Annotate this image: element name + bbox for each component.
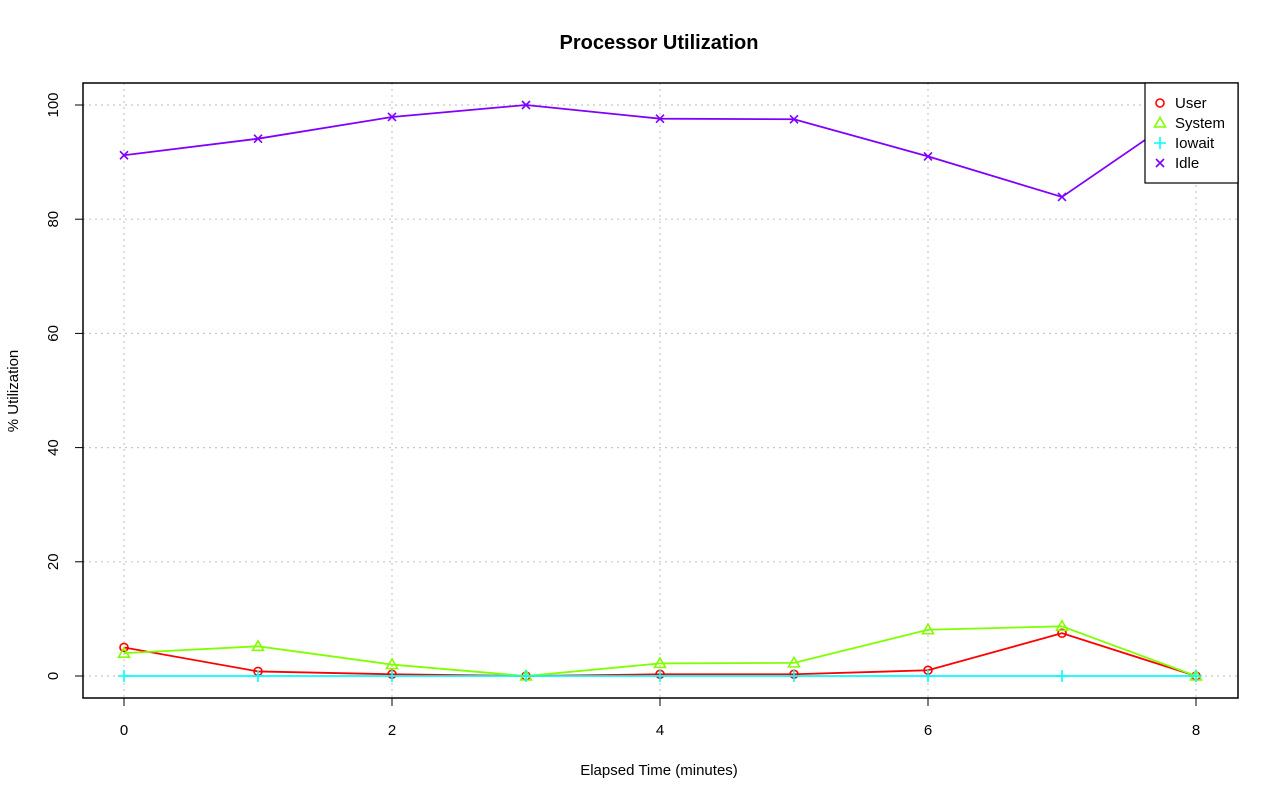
x-tick-label: 6 xyxy=(924,722,932,739)
data-point-system xyxy=(1055,619,1069,632)
data-point-system xyxy=(921,622,935,635)
data-point-iowait xyxy=(1190,670,1202,682)
legend-label-idle: Idle xyxy=(1175,155,1199,172)
legend-label-iowait: Iowait xyxy=(1175,135,1215,152)
data-point-user xyxy=(119,642,129,653)
data-point-system xyxy=(653,656,667,669)
data-point-system xyxy=(117,646,131,658)
legend-label-user: User xyxy=(1175,95,1207,112)
data-point-iowait xyxy=(252,670,264,682)
data-point-iowait xyxy=(118,670,130,682)
y-tick-label: 60 xyxy=(45,325,62,342)
data-point-idle xyxy=(119,150,129,160)
chart-title: Processor Utilization xyxy=(560,32,759,54)
data-point-idle xyxy=(655,114,665,124)
data-point-iowait xyxy=(788,670,800,682)
grid-lines xyxy=(83,83,1238,698)
data-point-system xyxy=(787,655,801,668)
y-tick-label: 20 xyxy=(45,553,62,570)
data-point-idle xyxy=(789,114,799,124)
series-layer xyxy=(117,100,1203,682)
data-point-idle xyxy=(923,151,933,161)
legend-marker-user xyxy=(1155,98,1165,108)
y-tick-label: 0 xyxy=(45,672,62,680)
x-tick-label: 0 xyxy=(120,722,128,739)
y-tick-label: 80 xyxy=(45,211,62,228)
data-point-iowait xyxy=(386,670,398,682)
legend: User System Iowait Idle xyxy=(1144,82,1239,184)
series-iowait xyxy=(118,670,1202,682)
legend-label-system: System xyxy=(1175,115,1225,132)
x-tick-label: 4 xyxy=(656,722,664,739)
legend-marker-iowait xyxy=(1154,137,1166,149)
series-line-system xyxy=(123,625,1197,677)
data-point-iowait xyxy=(520,670,532,682)
y-axis-label: % Utilization xyxy=(5,350,22,433)
legend-marker-idle xyxy=(1155,158,1165,168)
data-point-iowait xyxy=(654,670,666,682)
legend-marker-system xyxy=(1153,115,1167,128)
data-point-system xyxy=(385,657,399,670)
data-point-idle xyxy=(253,134,263,144)
y-tick-label: 40 xyxy=(45,439,62,456)
x-tick-label: 8 xyxy=(1192,722,1200,739)
data-point-user xyxy=(1057,628,1067,638)
data-point-idle xyxy=(1057,192,1067,202)
x-tick-label: 2 xyxy=(388,722,396,739)
x-axis-label: Elapsed Time (minutes) xyxy=(580,762,738,779)
data-point-iowait xyxy=(922,670,934,682)
data-point-idle xyxy=(387,112,397,122)
data-point-iowait xyxy=(1056,670,1068,682)
data-point-idle xyxy=(521,100,531,110)
y-tick-label: 100 xyxy=(45,92,62,117)
data-point-system xyxy=(251,639,265,652)
